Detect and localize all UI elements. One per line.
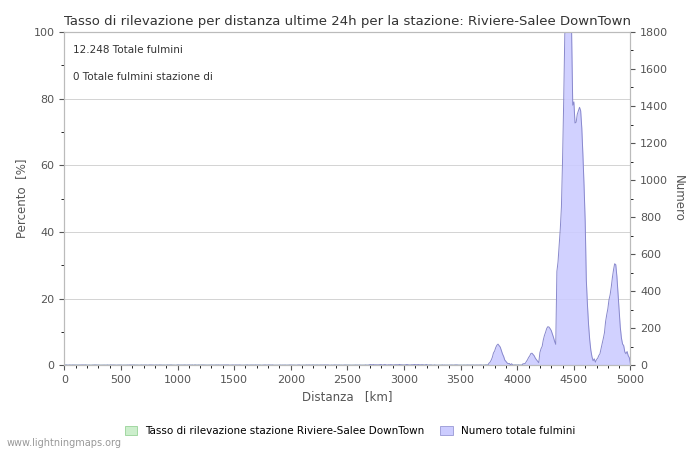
Text: 12.248 Totale fulmini: 12.248 Totale fulmini bbox=[73, 45, 183, 55]
X-axis label: Distanza   [km]: Distanza [km] bbox=[302, 391, 393, 404]
Legend: Tasso di rilevazione stazione Riviere-Salee DownTown, Numero totale fulmini: Tasso di rilevazione stazione Riviere-Sa… bbox=[120, 422, 580, 440]
Text: 0 Totale fulmini stazione di: 0 Totale fulmini stazione di bbox=[73, 72, 213, 82]
Y-axis label: Percento  [%]: Percento [%] bbox=[15, 159, 28, 238]
Y-axis label: Numero: Numero bbox=[672, 175, 685, 222]
Title: Tasso di rilevazione per distanza ultime 24h per la stazione: Riviere-Salee Down: Tasso di rilevazione per distanza ultime… bbox=[64, 15, 631, 28]
Text: www.lightningmaps.org: www.lightningmaps.org bbox=[7, 438, 122, 448]
